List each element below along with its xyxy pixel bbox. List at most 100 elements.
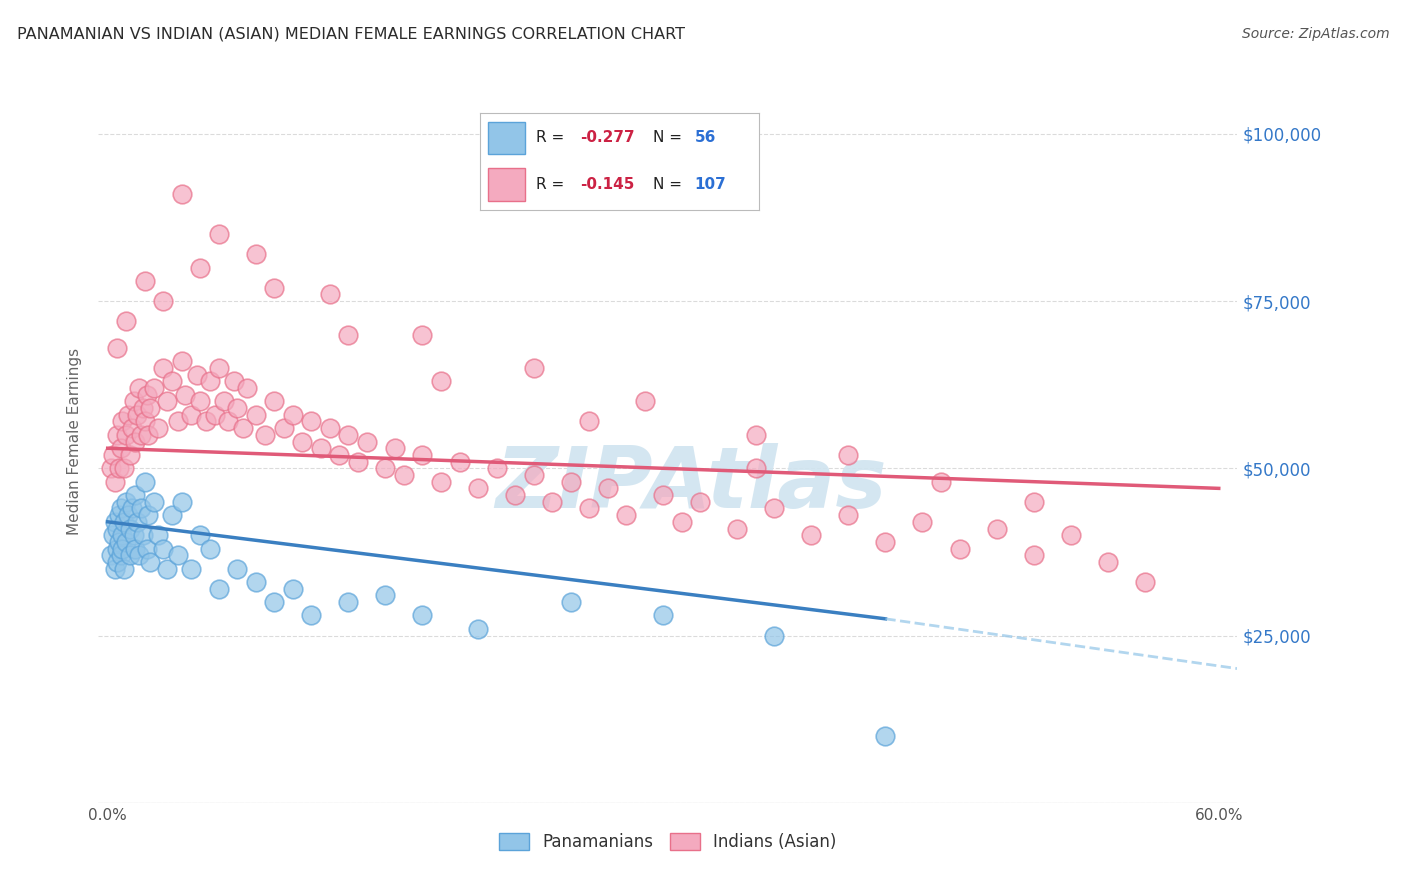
- Point: [105, 541, 128, 556]
- Point: [254, 427, 277, 442]
- Point: [121, 501, 143, 516]
- Point: [1022, 548, 1045, 563]
- Point: [725, 521, 748, 535]
- Point: [214, 394, 236, 409]
- Point: [929, 475, 952, 489]
- Point: [121, 421, 143, 435]
- Point: [875, 534, 897, 549]
- Point: [337, 595, 360, 609]
- Point: [132, 401, 155, 416]
- Point: [689, 494, 711, 508]
- Point: [541, 494, 564, 508]
- Point: [652, 608, 675, 623]
- Point: [411, 608, 433, 623]
- Point: [135, 541, 157, 556]
- Point: [111, 414, 134, 428]
- Text: Source: ZipAtlas.com: Source: ZipAtlas.com: [1241, 27, 1389, 41]
- Point: [319, 287, 342, 301]
- Point: [129, 501, 152, 516]
- Point: [309, 441, 332, 455]
- Point: [124, 541, 146, 556]
- Point: [763, 628, 786, 642]
- Point: [105, 521, 128, 535]
- Point: [208, 227, 231, 241]
- Point: [111, 541, 134, 556]
- Point: [124, 488, 146, 502]
- Point: [745, 461, 768, 475]
- Point: [1022, 494, 1045, 508]
- Point: [110, 548, 132, 563]
- Point: [837, 448, 859, 462]
- Point: [1133, 575, 1156, 590]
- Point: [111, 528, 134, 542]
- Point: [614, 508, 637, 523]
- Point: [523, 361, 546, 376]
- Point: [118, 521, 141, 535]
- Point: [652, 488, 675, 502]
- Point: [198, 375, 221, 389]
- Point: [263, 394, 285, 409]
- Point: [194, 414, 217, 428]
- Point: [156, 562, 179, 576]
- Y-axis label: Median Female Earnings: Median Female Earnings: [67, 348, 83, 535]
- Point: [134, 475, 156, 489]
- Point: [188, 260, 211, 275]
- Point: [132, 528, 155, 542]
- Point: [135, 387, 157, 401]
- Point: [146, 421, 169, 435]
- Point: [118, 548, 141, 563]
- Point: [100, 548, 122, 563]
- Point: [198, 541, 221, 556]
- Point: [152, 541, 174, 556]
- Point: [143, 494, 166, 508]
- Point: [392, 467, 415, 482]
- Point: [204, 408, 226, 422]
- Point: [103, 528, 125, 542]
- Text: PANAMANIAN VS INDIAN (ASIAN) MEDIAN FEMALE EARNINGS CORRELATION CHART: PANAMANIAN VS INDIAN (ASIAN) MEDIAN FEMA…: [17, 27, 685, 42]
- Point: [596, 482, 619, 496]
- Point: [245, 408, 267, 422]
- Point: [485, 461, 508, 475]
- Point: [291, 434, 314, 449]
- Point: [103, 448, 125, 462]
- Point: [763, 501, 786, 516]
- Point: [337, 427, 360, 442]
- Point: [110, 441, 132, 455]
- Point: [411, 448, 433, 462]
- Point: [105, 341, 128, 355]
- Point: [263, 281, 285, 295]
- Point: [449, 454, 471, 469]
- Point: [188, 394, 211, 409]
- Point: [299, 608, 322, 623]
- Point: [122, 394, 145, 409]
- Point: [128, 381, 150, 395]
- Point: [337, 327, 360, 342]
- Point: [152, 361, 174, 376]
- Point: [138, 427, 160, 442]
- Point: [217, 414, 239, 428]
- Point: [170, 494, 193, 508]
- Point: [167, 414, 190, 428]
- Point: [208, 361, 231, 376]
- Point: [167, 548, 190, 563]
- Point: [105, 555, 128, 569]
- Point: [986, 521, 1008, 535]
- Point: [299, 414, 322, 428]
- Point: [226, 562, 249, 576]
- Point: [948, 541, 970, 556]
- Legend: Panamanians, Indians (Asian): Panamanians, Indians (Asian): [491, 825, 845, 860]
- Point: [180, 408, 202, 422]
- Point: [127, 408, 149, 422]
- Text: ZIPAtlas: ZIPAtlas: [495, 443, 886, 526]
- Point: [117, 508, 139, 523]
- Point: [138, 508, 160, 523]
- Point: [273, 421, 295, 435]
- Point: [745, 427, 768, 442]
- Point: [124, 434, 146, 449]
- Point: [245, 247, 267, 261]
- Point: [170, 354, 193, 368]
- Point: [162, 508, 184, 523]
- Point: [139, 555, 162, 569]
- Point: [110, 501, 132, 516]
- Point: [118, 448, 141, 462]
